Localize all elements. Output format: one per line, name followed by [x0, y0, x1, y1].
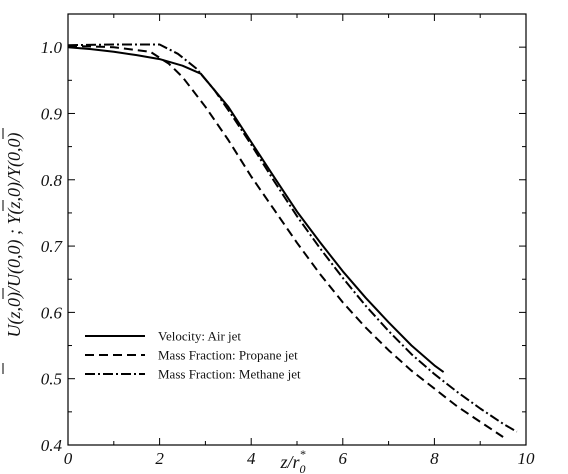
y-tick-label: 0.7	[41, 237, 64, 256]
legend-label: Mass Fraction: Propane jet	[158, 348, 298, 363]
x-tick-label: 4	[247, 449, 256, 468]
series-line-1	[67, 44, 504, 438]
x-tick-label: 6	[339, 449, 348, 468]
y-tick-label: 0.4	[41, 436, 63, 455]
x-tick-label: 8	[430, 449, 439, 468]
y-axis-title: U(z,0)/U(0,0) ; Y(z,0)/Y(0,0)	[4, 133, 25, 338]
series-line-0	[67, 46, 445, 373]
y-axis-title-group: U(z,0)/U(0,0) ; Y(z,0)/Y(0,0)	[2, 128, 25, 374]
legend-label: Velocity: Air jet	[158, 329, 241, 344]
y-tick-label: 0.8	[41, 171, 63, 190]
series-line-2	[67, 43, 518, 433]
y-tick-label: 1.0	[41, 38, 63, 57]
x-axis-title: z/r0*	[279, 447, 305, 474]
y-tick-label: 0.9	[41, 104, 63, 123]
x-axis-title-sup: *	[300, 447, 306, 461]
axis-ticks: 0 2 4 6 8 10 0.4 0.5 0.6 0.7 0.8 0.9 1.0	[41, 14, 535, 468]
x-axis-title-main: z/r	[279, 452, 300, 472]
legend-label: Mass Fraction: Methane jet	[158, 367, 301, 382]
x-axis-title-sub: 0	[300, 462, 306, 474]
x-tick-label: 2	[155, 449, 164, 468]
legend: Velocity: Air jet Mass Fraction: Propane …	[85, 329, 301, 382]
series-lines	[67, 43, 518, 438]
x-tick-label: 10	[518, 449, 536, 468]
x-tick-label: 0	[64, 449, 73, 468]
y-tick-label: 0.6	[41, 303, 63, 322]
y-tick-label: 0.5	[41, 370, 62, 389]
